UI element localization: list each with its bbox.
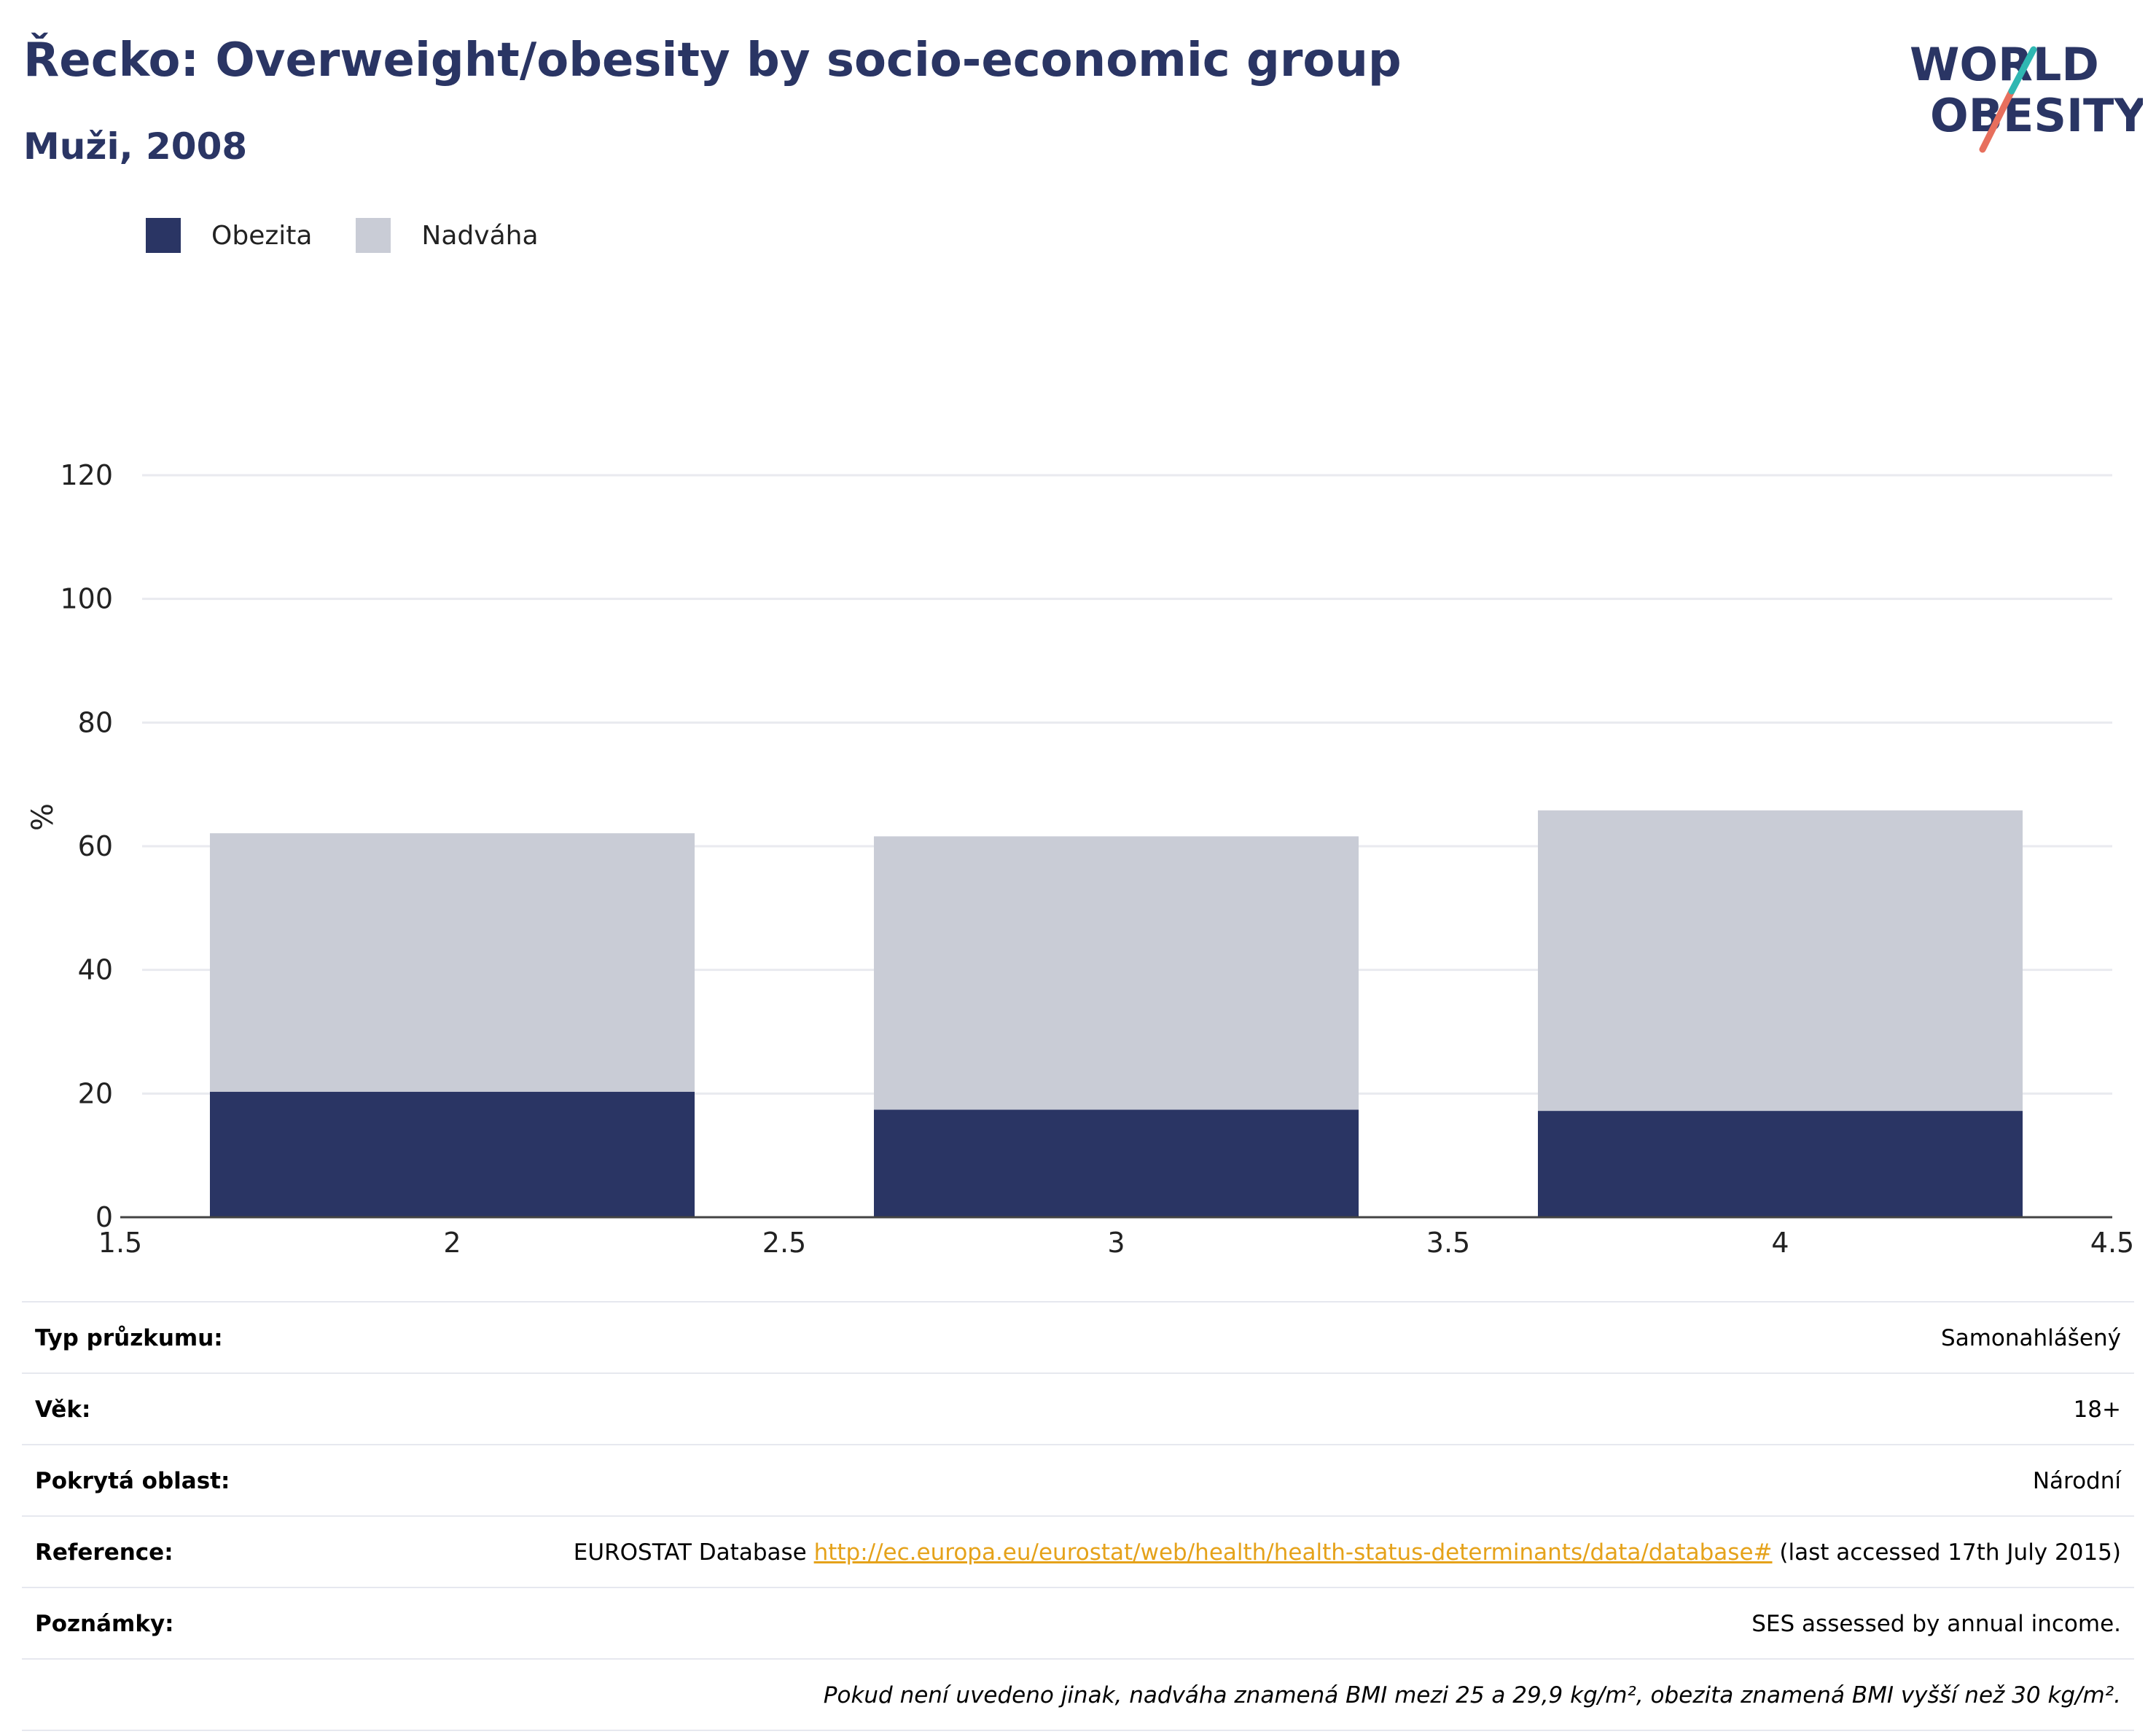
info-label: Pokrytá oblast: — [35, 1468, 230, 1494]
y-tick-label: 60 — [78, 830, 113, 862]
bar-obezita-3[interactable] — [873, 1109, 1359, 1217]
info-label: Věk: — [35, 1397, 91, 1423]
x-tick-label: 1.5 — [98, 1227, 142, 1259]
info-value: Národní — [2032, 1468, 2121, 1494]
legend-item-nadvaha[interactable]: Nadváha — [356, 218, 539, 253]
y-tick-label: 100 — [60, 583, 113, 615]
bar-nadvaha-2[interactable] — [209, 833, 695, 1092]
x-tick-label: 4.5 — [2090, 1227, 2134, 1259]
info-label: Poznámky: — [35, 1611, 174, 1637]
chart-legend: Obezita Nadváha — [146, 215, 582, 256]
logo-teal-slash — [2008, 46, 2037, 95]
footnote: Pokud není uvedeno jinak, nadváha znamen… — [823, 1682, 2121, 1708]
reference-link[interactable]: http://ec.europa.eu/eurostat/web/health/… — [813, 1539, 1773, 1566]
reference-suffix: (last accessed 17th July 2015) — [1772, 1539, 2121, 1566]
x-axis-ticks: 1.5 2 2.5 3 3.5 4 4.5 — [98, 1227, 2134, 1259]
logo-line-2: OBESITY — [1930, 89, 2143, 142]
world-obesity-logo: WORLD OBESITY — [1910, 38, 2143, 153]
chart-bars — [209, 810, 2023, 1217]
y-tick-label: 120 — [60, 459, 113, 491]
info-row-age: Věk: 18+ — [22, 1372, 2134, 1444]
page-title: Řecko: Overweight/obesity by socio-econo… — [23, 34, 1402, 87]
x-tick-label: 4 — [1771, 1227, 1789, 1259]
stacked-bar-chart: 0 20 40 60 80 100 120 1.5 2 2.5 3 3.5 4 4.5 % — [26, 459, 2134, 1259]
y-tick-label: 20 — [78, 1077, 113, 1109]
info-row-coverage: Pokrytá oblast: Národní — [22, 1444, 2134, 1515]
reference-prefix: EUROSTAT Database — [573, 1539, 814, 1566]
info-row-notes: Poznámky: SES assessed by annual income. — [22, 1587, 2134, 1658]
legend-item-obezita[interactable]: Obezita — [146, 218, 312, 253]
legend-swatch-obezita — [146, 218, 181, 253]
bar-nadvaha-4[interactable] — [1537, 810, 2023, 1112]
info-row-footnote: Pokud není uvedeno jinak, nadváha znamen… — [22, 1658, 2134, 1731]
y-tick-label: 40 — [78, 954, 113, 986]
y-tick-label: 80 — [78, 706, 113, 738]
bar-obezita-2[interactable] — [209, 1091, 695, 1217]
legend-label-obezita: Obezita — [211, 220, 313, 251]
legend-swatch-nadvaha — [356, 218, 391, 253]
y-axis-ticks: 0 20 40 60 80 100 120 — [60, 459, 113, 1233]
info-row-survey-type: Typ průzkumu: Samonahlášený — [22, 1301, 2134, 1372]
x-tick-label: 2.5 — [762, 1227, 806, 1259]
y-axis-label: % — [26, 803, 60, 831]
info-table: Typ průzkumu: Samonahlášený Věk: 18+ Pok… — [22, 1301, 2134, 1731]
x-tick-label: 3.5 — [1426, 1227, 1470, 1259]
bar-obezita-4[interactable] — [1537, 1111, 2023, 1217]
logo-line-1: WORLD — [1910, 38, 2099, 91]
bar-nadvaha-3[interactable] — [873, 836, 1359, 1110]
x-tick-label: 2 — [443, 1227, 461, 1259]
logo-coral-slash — [1979, 87, 2015, 153]
x-tick-label: 3 — [1107, 1227, 1125, 1259]
page-subtitle: Muži, 2008 — [23, 125, 248, 168]
info-label: Typ průzkumu: — [35, 1325, 223, 1351]
info-label: Reference: — [35, 1539, 173, 1566]
y-tick-label: 0 — [95, 1201, 113, 1233]
info-row-reference: Reference: EUROSTAT Database http://ec.e… — [22, 1515, 2134, 1587]
info-value: EUROSTAT Database http://ec.europa.eu/eu… — [574, 1537, 2121, 1568]
info-value: SES assessed by annual income. — [1751, 1611, 2121, 1637]
info-value: 18+ — [2073, 1397, 2121, 1423]
legend-label-nadvaha: Nadváha — [421, 220, 539, 251]
info-value: Samonahlášený — [1941, 1325, 2121, 1351]
